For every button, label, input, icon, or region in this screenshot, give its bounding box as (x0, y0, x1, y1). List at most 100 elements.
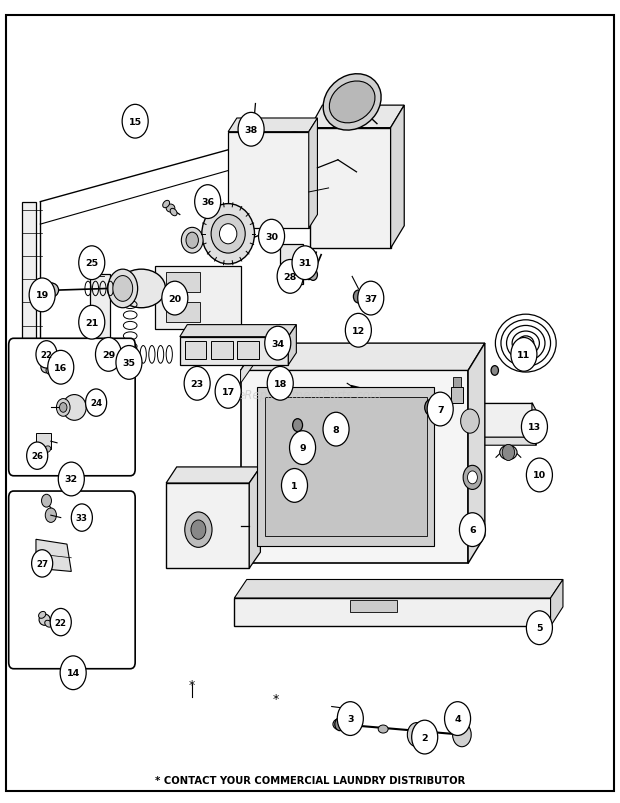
Circle shape (335, 718, 345, 731)
Ellipse shape (41, 362, 52, 373)
Circle shape (265, 327, 291, 361)
Circle shape (95, 338, 122, 372)
Polygon shape (155, 267, 241, 329)
Text: 22: 22 (55, 618, 67, 627)
Ellipse shape (45, 621, 52, 627)
FancyBboxPatch shape (9, 491, 135, 669)
Polygon shape (280, 245, 303, 285)
Text: 11: 11 (517, 350, 531, 360)
Ellipse shape (40, 360, 47, 366)
Text: 33: 33 (76, 513, 88, 523)
Bar (166, 303, 200, 323)
Ellipse shape (39, 614, 50, 626)
Text: *: * (273, 692, 279, 705)
Text: 21: 21 (85, 318, 99, 328)
Ellipse shape (43, 283, 58, 298)
Circle shape (526, 459, 552, 492)
Ellipse shape (500, 446, 517, 460)
Text: 10: 10 (533, 471, 546, 480)
Circle shape (191, 520, 206, 540)
Circle shape (491, 366, 498, 376)
Circle shape (453, 723, 471, 747)
FancyBboxPatch shape (9, 339, 135, 476)
Text: *: * (189, 678, 195, 691)
Circle shape (116, 346, 142, 380)
Circle shape (358, 282, 384, 316)
Circle shape (238, 113, 264, 147)
Circle shape (521, 410, 547, 444)
Polygon shape (185, 341, 206, 360)
Circle shape (60, 656, 86, 690)
Ellipse shape (117, 270, 166, 308)
Circle shape (29, 279, 55, 312)
Text: 16: 16 (54, 363, 68, 373)
Circle shape (215, 375, 241, 409)
Ellipse shape (219, 225, 237, 244)
Circle shape (467, 471, 477, 484)
Polygon shape (265, 397, 427, 536)
Polygon shape (468, 344, 485, 564)
Circle shape (206, 197, 215, 208)
Circle shape (292, 247, 318, 280)
Circle shape (162, 282, 188, 316)
Text: 20: 20 (168, 294, 182, 304)
Circle shape (337, 702, 363, 736)
Circle shape (42, 495, 51, 507)
Circle shape (32, 550, 53, 577)
Text: 30: 30 (265, 232, 278, 242)
Text: 31: 31 (298, 259, 312, 268)
Polygon shape (22, 202, 36, 357)
Text: 9: 9 (299, 443, 306, 453)
Text: 8: 8 (333, 425, 339, 434)
Polygon shape (166, 483, 249, 569)
Polygon shape (241, 344, 485, 371)
Ellipse shape (60, 403, 67, 413)
Circle shape (323, 413, 349, 446)
Circle shape (445, 702, 471, 736)
Circle shape (79, 247, 105, 280)
Ellipse shape (162, 201, 170, 209)
Text: 7: 7 (437, 405, 443, 414)
Circle shape (309, 270, 317, 281)
Ellipse shape (108, 270, 138, 308)
Ellipse shape (170, 209, 177, 217)
Text: 34: 34 (271, 339, 285, 349)
Text: 19: 19 (35, 291, 49, 300)
Polygon shape (36, 540, 71, 572)
Ellipse shape (211, 215, 246, 254)
Circle shape (353, 291, 363, 304)
Ellipse shape (378, 725, 388, 733)
Circle shape (277, 260, 303, 294)
Ellipse shape (166, 205, 175, 213)
Circle shape (281, 469, 308, 503)
Ellipse shape (202, 205, 254, 265)
Ellipse shape (63, 395, 86, 421)
Polygon shape (180, 325, 296, 337)
Text: 22: 22 (40, 350, 53, 360)
Text: 29: 29 (102, 350, 115, 360)
Circle shape (195, 185, 221, 219)
Circle shape (293, 419, 303, 432)
Ellipse shape (38, 612, 46, 618)
Circle shape (502, 445, 515, 461)
Circle shape (122, 105, 148, 139)
Circle shape (290, 431, 316, 465)
Ellipse shape (43, 446, 51, 453)
Polygon shape (166, 467, 260, 483)
Circle shape (463, 466, 482, 490)
Text: 26: 26 (31, 451, 43, 461)
Circle shape (412, 720, 438, 754)
Polygon shape (310, 128, 391, 249)
Text: 38: 38 (244, 125, 258, 135)
Circle shape (86, 389, 107, 417)
Circle shape (249, 115, 257, 126)
Circle shape (50, 609, 71, 636)
Polygon shape (241, 371, 468, 564)
Text: 18: 18 (273, 379, 287, 389)
Text: 3: 3 (347, 714, 353, 724)
Circle shape (461, 410, 479, 434)
Bar (451, 387, 463, 403)
Text: * CONTACT YOUR COMMERCIAL LAUNDRY DISTRIBUTOR: * CONTACT YOUR COMMERCIAL LAUNDRY DISTRI… (155, 776, 465, 785)
Polygon shape (532, 403, 536, 446)
Circle shape (27, 442, 48, 470)
